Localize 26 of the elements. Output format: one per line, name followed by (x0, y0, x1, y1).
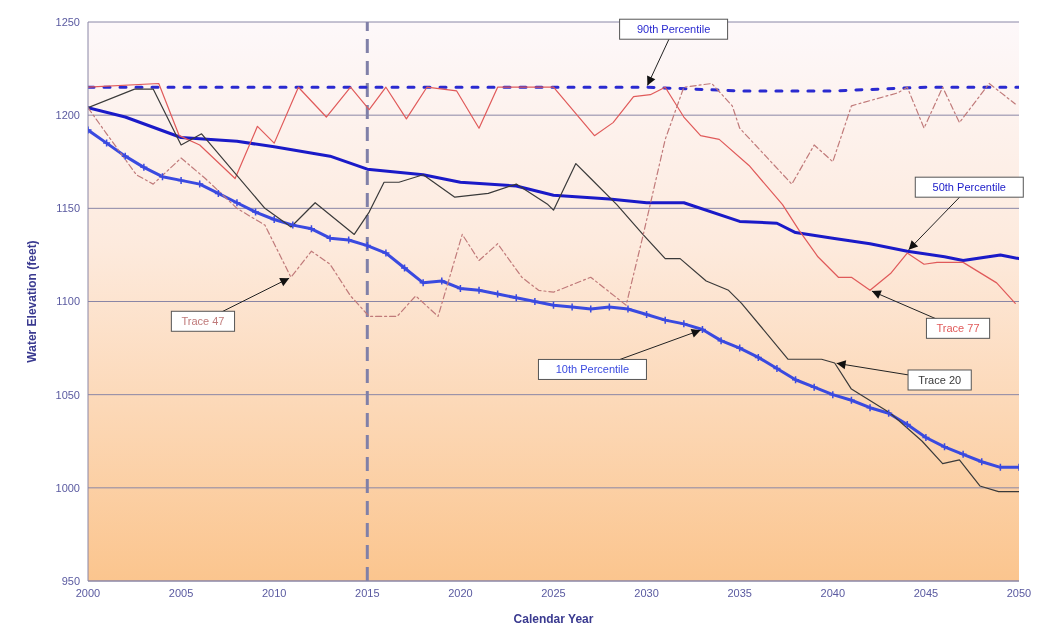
x-tick-label: 2015 (355, 586, 380, 599)
y-tick-label: 1000 (55, 481, 80, 494)
text: 50th Percentile (932, 181, 1006, 194)
text: Trace 47 (181, 315, 225, 328)
x-tick-label: 2010 (261, 586, 287, 599)
x-tick-label: 2005 (168, 586, 194, 599)
x-axis-title: Calendar Year (513, 612, 594, 626)
y-tick-label: 1050 (55, 388, 80, 401)
x-tick-label: 2020 (448, 586, 473, 599)
x-tick-label: 2040 (820, 586, 846, 599)
x-tick-label: 2035 (727, 586, 752, 599)
text: 10th Percentile (555, 363, 630, 376)
text: Trace 77 (936, 322, 980, 335)
x-tick-label: 2025 (541, 586, 566, 599)
x-tick-label: 2050 (1006, 586, 1032, 599)
x-tick-label: 2030 (634, 586, 659, 599)
text: Trace 20 (918, 373, 962, 386)
text: 90th Percentile (636, 23, 711, 36)
x-tick-label: 2000 (75, 586, 101, 599)
y-tick-label: 1150 (56, 202, 80, 215)
x-tick-label: 2045 (913, 586, 939, 599)
y-axis-title: Water Elevation (feet) (25, 240, 40, 363)
y-tick-label: 950 (61, 574, 80, 587)
y-tick-label: 1100 (56, 295, 80, 308)
y-tick-label: 1250 (55, 15, 80, 28)
y-tick-label: 1200 (55, 109, 80, 122)
